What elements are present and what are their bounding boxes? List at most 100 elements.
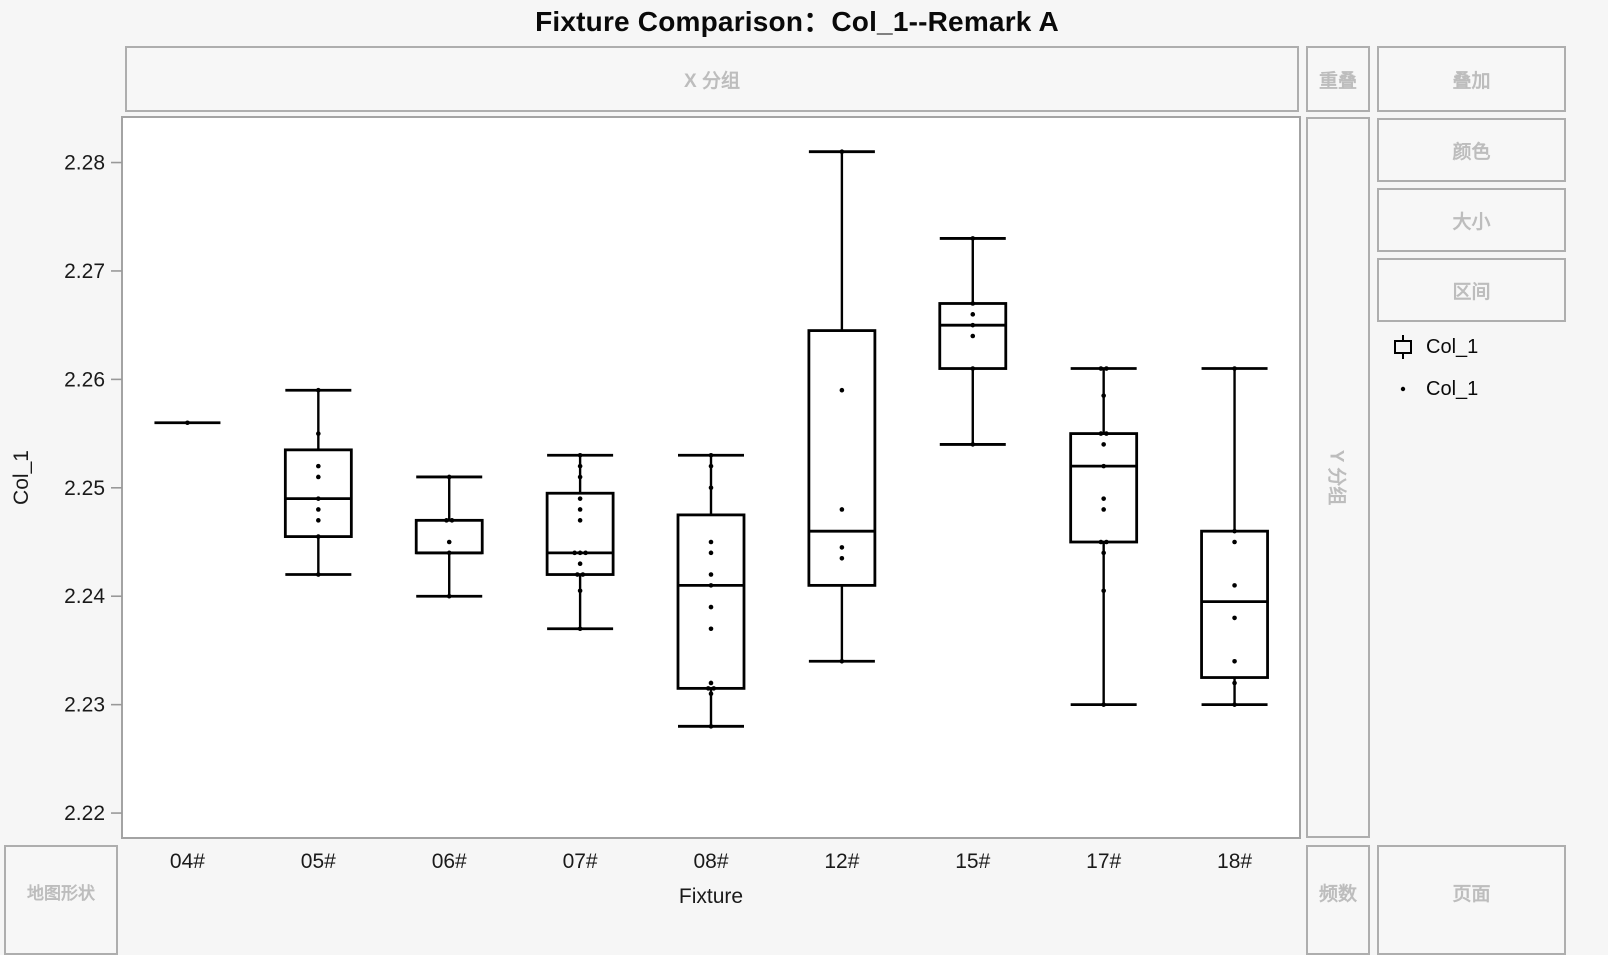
data-point[interactable] xyxy=(583,550,588,556)
data-point[interactable] xyxy=(1232,366,1237,371)
box-plot-15#[interactable] xyxy=(938,236,1008,447)
data-point[interactable] xyxy=(1101,463,1106,469)
data-point[interactable] xyxy=(708,572,714,577)
data-point[interactable] xyxy=(1104,431,1109,436)
data-point[interactable] xyxy=(575,572,580,577)
data-point[interactable] xyxy=(839,149,845,154)
data-point[interactable] xyxy=(444,518,449,523)
data-point[interactable] xyxy=(1232,680,1237,686)
box-plot-05#[interactable] xyxy=(283,387,353,577)
data-point[interactable] xyxy=(970,301,976,306)
data-point[interactable] xyxy=(839,545,845,550)
data-point[interactable] xyxy=(970,366,976,371)
legend-item-box[interactable]: Col_1 xyxy=(1390,326,1566,368)
drop-zone-overlap[interactable]: 重叠 xyxy=(1306,46,1370,112)
data-point[interactable] xyxy=(577,463,583,469)
data-point[interactable] xyxy=(577,507,583,512)
data-point[interactable] xyxy=(316,474,321,480)
data-point[interactable] xyxy=(708,680,714,686)
data-point[interactable] xyxy=(316,387,321,393)
data-point[interactable] xyxy=(316,534,321,539)
data-point[interactable] xyxy=(708,452,714,458)
data-point[interactable] xyxy=(1098,539,1104,545)
data-point[interactable] xyxy=(970,236,976,241)
data-point[interactable] xyxy=(1101,507,1106,512)
box-plot-06#[interactable] xyxy=(414,474,484,599)
quartile-box[interactable] xyxy=(1200,529,1269,679)
data-point[interactable] xyxy=(1232,528,1237,534)
data-point[interactable] xyxy=(708,463,714,469)
data-point[interactable] xyxy=(577,588,583,594)
data-point[interactable] xyxy=(577,518,583,523)
data-point[interactable] xyxy=(185,420,190,426)
data-point[interactable] xyxy=(1101,442,1106,447)
data-point[interactable] xyxy=(708,550,714,556)
data-point[interactable] xyxy=(1101,588,1106,594)
data-point[interactable] xyxy=(708,604,714,610)
quartile-box[interactable] xyxy=(1069,432,1139,544)
data-point[interactable] xyxy=(577,550,583,556)
drop-zone-overlay[interactable]: 叠加 xyxy=(1377,46,1566,112)
data-point[interactable] xyxy=(839,507,845,512)
data-point[interactable] xyxy=(708,724,714,729)
box-plot-08#[interactable] xyxy=(676,452,746,729)
data-point[interactable] xyxy=(705,686,711,691)
data-point[interactable] xyxy=(1232,658,1237,664)
data-point[interactable] xyxy=(970,442,976,447)
box-plot-18#[interactable] xyxy=(1200,366,1269,707)
data-point[interactable] xyxy=(708,626,714,632)
drop-zone-color[interactable]: 颜色 xyxy=(1377,118,1566,182)
data-point[interactable] xyxy=(1101,702,1106,707)
data-point[interactable] xyxy=(316,572,321,577)
data-point[interactable] xyxy=(577,496,583,501)
data-point[interactable] xyxy=(708,583,714,588)
data-point[interactable] xyxy=(970,312,976,317)
drop-zone-x-group[interactable]: X 分组 xyxy=(125,46,1299,112)
data-point[interactable] xyxy=(708,539,714,545)
quartile-box[interactable] xyxy=(283,448,353,538)
drop-zone-frequency[interactable]: 频数 xyxy=(1306,845,1370,955)
data-point[interactable] xyxy=(1232,539,1237,545)
data-point[interactable] xyxy=(708,691,714,697)
box-plot-07#[interactable] xyxy=(545,452,615,632)
data-point[interactable] xyxy=(577,626,583,632)
data-point[interactable] xyxy=(316,518,321,523)
data-point[interactable] xyxy=(1232,702,1237,707)
data-point[interactable] xyxy=(580,572,586,577)
data-point[interactable] xyxy=(970,333,976,339)
box-plot-17#[interactable] xyxy=(1069,366,1139,707)
data-point[interactable] xyxy=(446,550,452,556)
data-point[interactable] xyxy=(316,431,321,436)
data-point[interactable] xyxy=(446,539,452,545)
data-point[interactable] xyxy=(577,452,583,458)
data-point[interactable] xyxy=(970,322,976,328)
data-point[interactable] xyxy=(577,561,583,566)
data-point[interactable] xyxy=(1104,539,1109,545)
data-point[interactable] xyxy=(1101,393,1106,398)
data-point[interactable] xyxy=(577,474,583,480)
data-point[interactable] xyxy=(446,474,452,480)
drop-zone-interval[interactable]: 区间 xyxy=(1377,258,1566,322)
drop-zone-map-shape[interactable]: 地图形状 xyxy=(4,845,118,955)
data-point[interactable] xyxy=(1098,431,1104,436)
drop-zone-page[interactable]: 页面 xyxy=(1377,845,1566,955)
data-point[interactable] xyxy=(1232,615,1237,621)
data-point[interactable] xyxy=(839,658,845,664)
quartile-box[interactable] xyxy=(807,329,877,587)
data-point[interactable] xyxy=(711,686,717,691)
box-plot-04#[interactable] xyxy=(154,420,221,426)
data-point[interactable] xyxy=(839,555,845,561)
data-point[interactable] xyxy=(316,496,321,501)
data-point[interactable] xyxy=(1101,550,1106,556)
quartile-box[interactable] xyxy=(545,491,615,576)
drop-zone-size[interactable]: 大小 xyxy=(1377,188,1566,252)
data-point[interactable] xyxy=(446,593,452,599)
box-plot-12#[interactable] xyxy=(807,149,877,664)
data-point[interactable] xyxy=(1101,496,1106,501)
data-point[interactable] xyxy=(316,463,321,469)
data-point[interactable] xyxy=(839,387,845,393)
data-point[interactable] xyxy=(572,550,577,556)
quartile-box[interactable] xyxy=(414,518,484,555)
data-point[interactable] xyxy=(1232,583,1237,588)
data-point[interactable] xyxy=(1104,366,1109,371)
